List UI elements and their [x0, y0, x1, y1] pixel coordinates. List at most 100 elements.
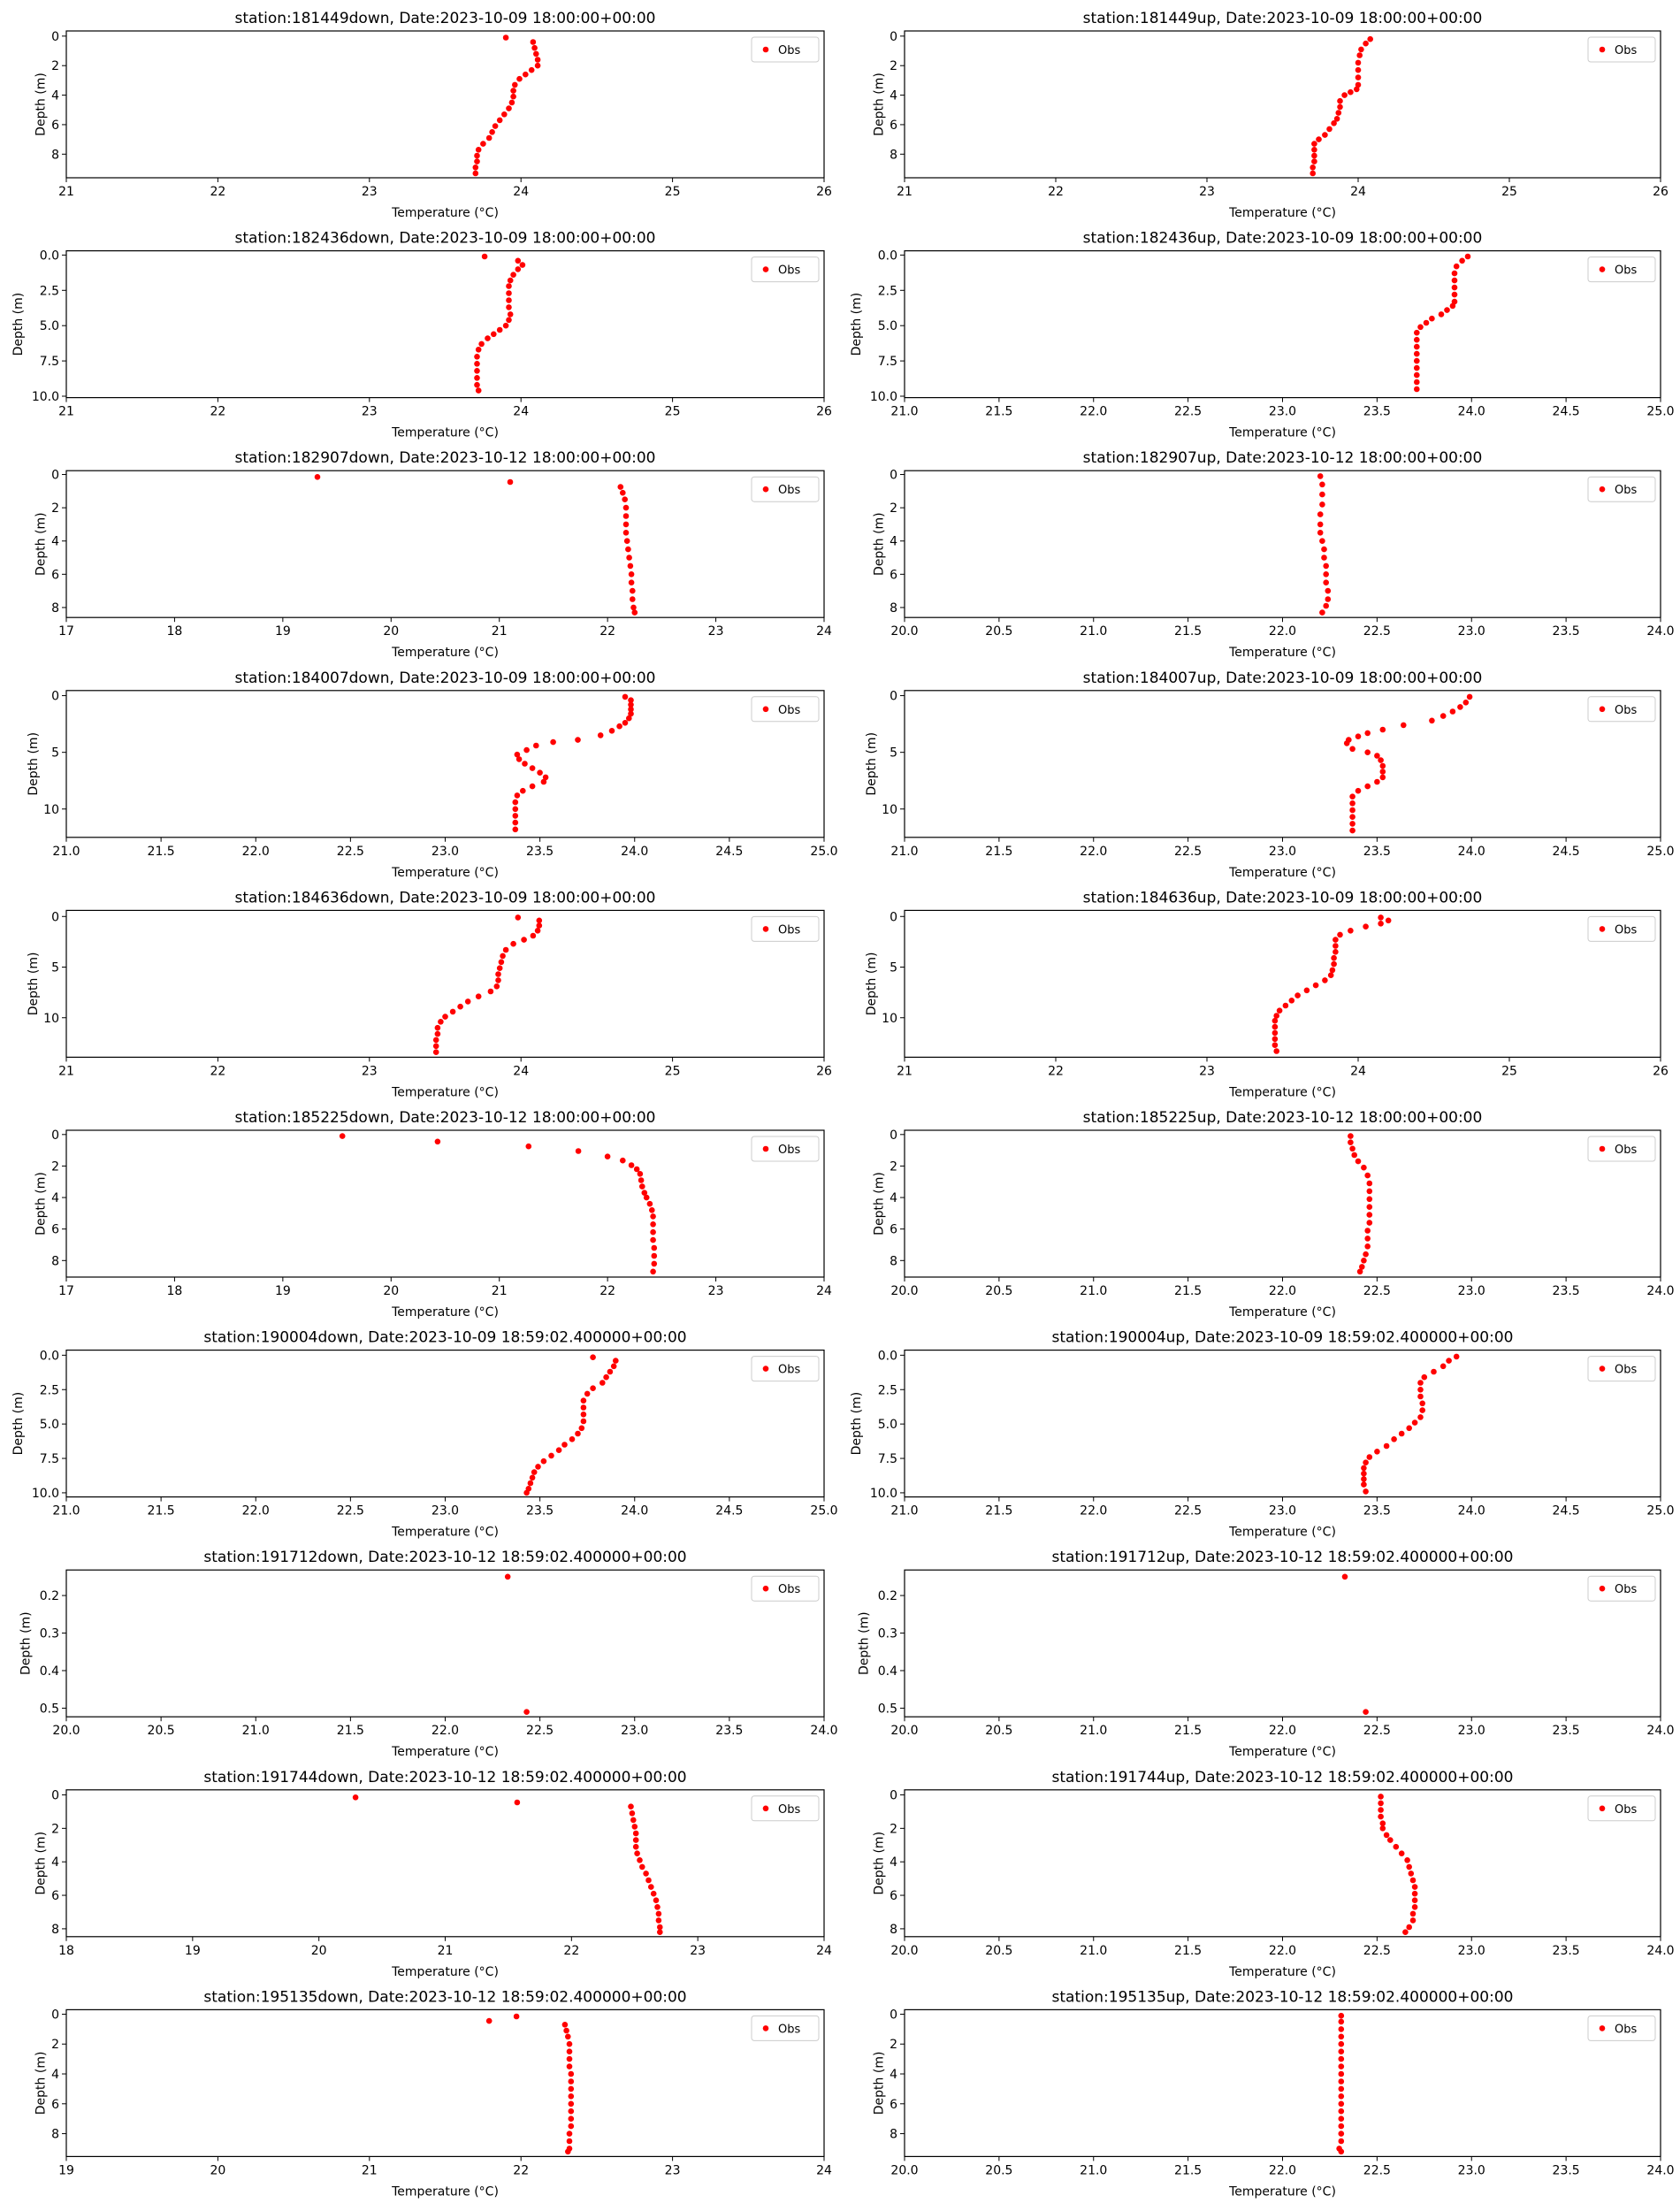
data-point [1379, 762, 1386, 769]
data-point [1319, 491, 1325, 498]
data-point [512, 806, 519, 813]
data-point [653, 1897, 660, 1903]
x-tick-label: 22.0 [1080, 405, 1107, 419]
axes-frame [904, 30, 1661, 179]
data-point [654, 1904, 661, 1910]
x-tick-label: 20.5 [985, 624, 1012, 639]
axes-frame [65, 30, 825, 179]
data-point [514, 751, 521, 758]
y-tick-label: 5 [51, 746, 59, 761]
y-tick-label: 10 [43, 1012, 59, 1026]
y-tick-label: 10 [43, 803, 59, 817]
y-tick-label: 6 [51, 568, 59, 582]
legend-label: Obs [1615, 2023, 1637, 2036]
y-tick-label: 0.4 [40, 1664, 59, 1679]
data-point [1398, 1850, 1405, 1856]
data-point [534, 928, 541, 934]
data-point [628, 710, 634, 717]
y-tick-label: 6 [890, 2098, 897, 2112]
data-point [523, 1489, 530, 1496]
x-tick-label: 26 [816, 185, 832, 199]
subplot-19: station:195135down, Date:2023-10-12 18:5… [34, 1988, 832, 2199]
x-tick-label: 24.0 [1458, 405, 1485, 419]
x-tick-label: 23 [665, 2163, 681, 2177]
data-point [498, 959, 505, 966]
legend-marker [762, 706, 769, 713]
data-point [542, 774, 549, 781]
y-tick-label: 8 [51, 148, 59, 162]
data-point [1349, 821, 1355, 827]
data-point [568, 2085, 575, 2092]
data-point [608, 728, 615, 734]
axes-frame [65, 1569, 825, 1718]
x-tick-label: 24.5 [715, 1504, 743, 1519]
data-point [500, 952, 506, 960]
data-point [628, 1162, 635, 1168]
legend-marker [1599, 1366, 1606, 1372]
data-point [1363, 40, 1369, 47]
legend-label: Obs [1615, 1583, 1637, 1596]
data-point [1378, 1800, 1384, 1807]
data-point [1338, 2085, 1345, 2092]
x-tick-label: 22.5 [1363, 1724, 1391, 1738]
data-point [485, 134, 493, 142]
x-tick-label: 20.5 [985, 1284, 1012, 1298]
y-tick-label: 5.0 [878, 319, 897, 333]
data-point [657, 1929, 663, 1935]
y-tick-label: 2 [890, 501, 897, 516]
legend-marker [762, 266, 769, 272]
data-point [1466, 693, 1473, 700]
x-tick-label: 18 [167, 624, 183, 639]
data-point [512, 81, 518, 88]
data-point [622, 496, 628, 502]
data-point [1327, 972, 1334, 978]
data-point [1379, 1825, 1386, 1832]
data-point [1355, 74, 1362, 80]
data-point [1408, 1871, 1415, 1877]
data-point [1457, 704, 1463, 710]
data-point [1444, 307, 1450, 313]
data-point [597, 732, 604, 738]
y-tick-label: 2 [51, 1822, 59, 1836]
axes-frame [904, 690, 1661, 838]
x-axis-label: Temperature (°C) [391, 1965, 499, 1979]
x-tick-label: 22.0 [1269, 2163, 1296, 2177]
x-tick-label: 21 [58, 185, 74, 199]
data-point [622, 530, 630, 536]
y-tick-label: 4 [51, 535, 59, 549]
y-axis-label: Depth (m) [873, 1172, 887, 1236]
x-tick-label: 20.5 [985, 2163, 1012, 2177]
data-point [514, 792, 521, 799]
y-tick-label: 7.5 [878, 1452, 897, 1466]
x-tick-label: 25 [665, 1064, 681, 1078]
subplot-11: station:185225down, Date:2023-10-12 18:0… [34, 1109, 832, 1320]
data-point [530, 39, 537, 45]
data-point [657, 1924, 663, 1931]
x-tick-label: 22.5 [1363, 1944, 1391, 1958]
data-point [1310, 170, 1316, 177]
x-tick-label: 25.0 [1646, 845, 1674, 859]
y-tick-label: 2.5 [878, 284, 897, 298]
data-point [1449, 708, 1456, 715]
x-tick-label: 24.5 [1553, 845, 1580, 859]
legend-label: Obs [778, 1803, 800, 1817]
axes-frame [65, 2008, 825, 2157]
data-point [1359, 1264, 1365, 1270]
x-axis-label: Temperature (°C) [1228, 2184, 1336, 2199]
data-point [1349, 1145, 1355, 1152]
legend-label: Obs [1615, 1144, 1637, 1157]
y-tick-label: 0.0 [878, 249, 897, 263]
y-tick-label: 6 [51, 1223, 59, 1237]
legend-marker [1599, 486, 1606, 493]
y-tick-label: 8 [890, 148, 897, 162]
data-point [1414, 329, 1420, 336]
x-tick-label: 23.0 [431, 845, 459, 859]
data-point [1459, 257, 1465, 264]
x-tick-label: 21.0 [1080, 2163, 1107, 2177]
x-axis-label: Temperature (°C) [391, 1526, 499, 1540]
data-point [1378, 757, 1384, 763]
subplot-title: station:184007down, Date:2023-10-09 18:0… [235, 669, 656, 687]
x-tick-label: 21 [362, 2163, 378, 2177]
data-point [1354, 86, 1360, 93]
x-tick-label: 24.0 [621, 845, 648, 859]
